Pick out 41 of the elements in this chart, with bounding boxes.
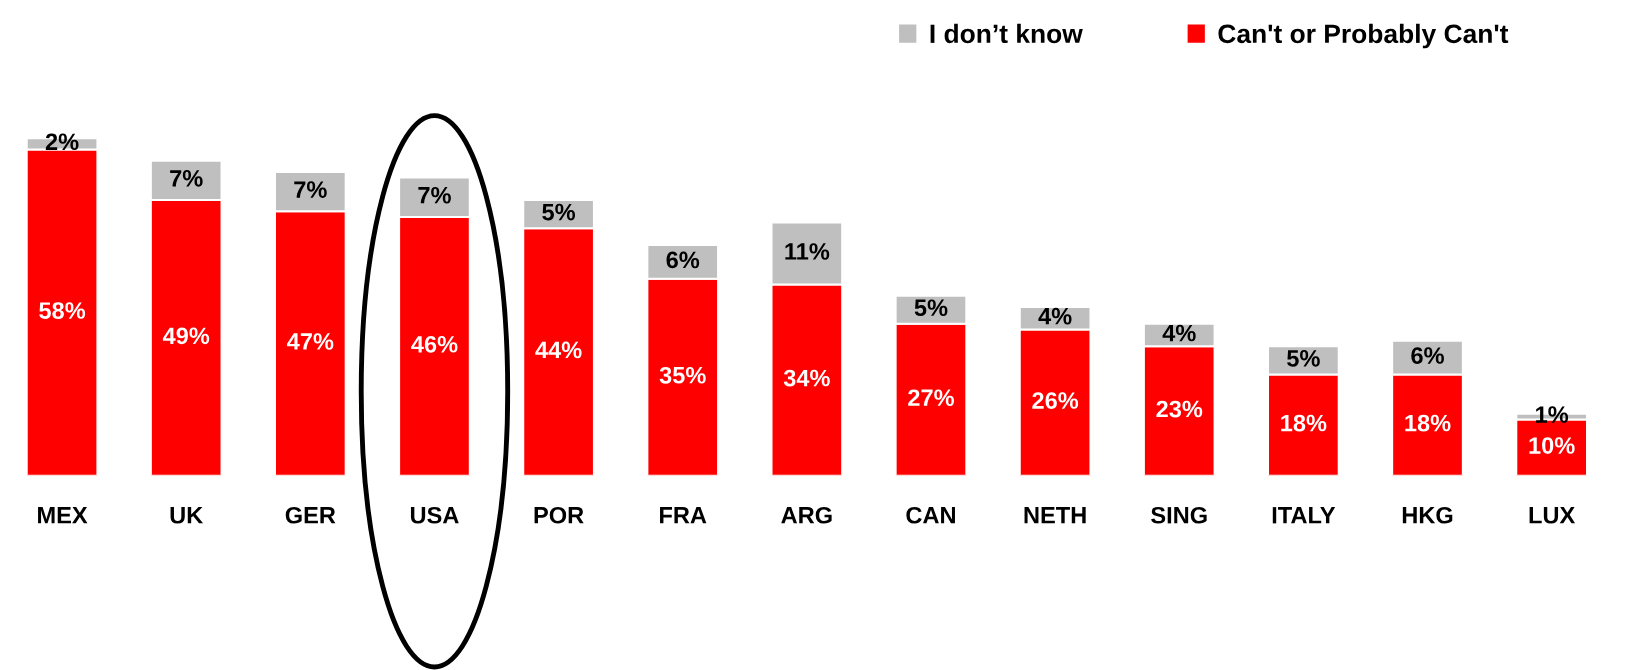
data-label: 7% bbox=[418, 186, 451, 204]
x-tick-label: UK bbox=[170, 507, 204, 524]
x-tick-label: LUX bbox=[1529, 507, 1576, 524]
x-tick-label: USA bbox=[410, 506, 459, 524]
x-tick-label: NETH bbox=[1024, 507, 1086, 524]
x-tick-label: SING bbox=[1151, 506, 1207, 524]
legend-label: Can't or Probably Can't bbox=[1218, 23, 1509, 49]
data-label: 49% bbox=[162, 327, 210, 345]
data-label: 35% bbox=[659, 366, 706, 384]
data-label: 11% bbox=[785, 243, 830, 260]
data-label: 4% bbox=[1162, 324, 1196, 342]
x-tick-label: MEX bbox=[38, 507, 88, 524]
data-label: 6% bbox=[666, 251, 700, 269]
data-label: 4% bbox=[1038, 307, 1072, 325]
data-label: 10% bbox=[1529, 437, 1575, 454]
x-tick-label: GER bbox=[285, 506, 336, 524]
x-tick-label: HKG bbox=[1402, 506, 1453, 524]
data-label: 5% bbox=[914, 299, 948, 317]
data-label: 44% bbox=[535, 341, 582, 359]
data-label: 58% bbox=[39, 302, 86, 319]
data-label: 26% bbox=[1032, 392, 1079, 409]
data-label: 27% bbox=[908, 389, 954, 407]
data-label: 18% bbox=[1405, 414, 1451, 432]
data-label: 46% bbox=[411, 335, 458, 353]
data-label: 7% bbox=[294, 181, 327, 198]
data-label: 5% bbox=[542, 203, 576, 221]
data-label: 34% bbox=[783, 369, 830, 387]
x-tick-label: POR bbox=[534, 506, 584, 524]
data-label: 1% bbox=[1536, 406, 1569, 423]
x-tick-label: ITALY bbox=[1272, 507, 1336, 524]
x-tick-label: CAN bbox=[906, 506, 955, 524]
data-label: 5% bbox=[1287, 350, 1320, 367]
x-tick-label: FRA bbox=[660, 507, 707, 524]
data-label: 47% bbox=[287, 333, 334, 350]
data-label: 18% bbox=[1281, 414, 1327, 432]
data-label: 7% bbox=[170, 170, 203, 187]
x-tick-label: ARG bbox=[781, 506, 832, 524]
legend-label: I don’t know bbox=[930, 23, 1083, 44]
data-label: 2% bbox=[45, 133, 79, 151]
data-label: 23% bbox=[1156, 400, 1203, 418]
data-label: 6% bbox=[1411, 347, 1444, 364]
